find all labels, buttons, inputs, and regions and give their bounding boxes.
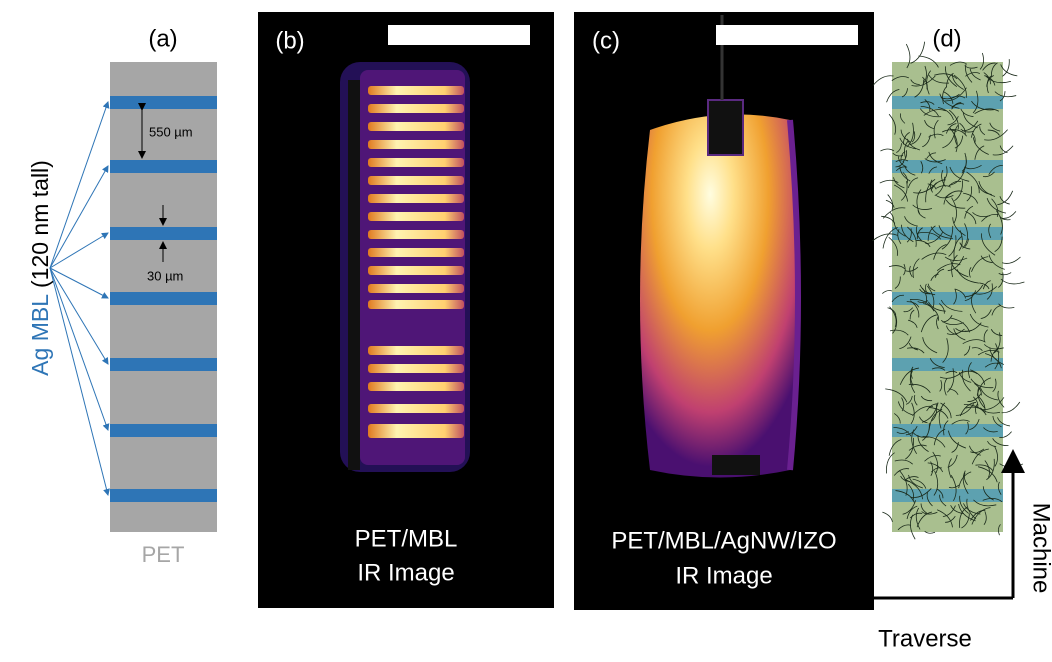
pointer bbox=[50, 268, 108, 495]
substrate-label: PET bbox=[142, 542, 185, 567]
mbl-line bbox=[110, 424, 217, 437]
nanowire bbox=[1002, 257, 1020, 263]
hot-stripe bbox=[368, 266, 464, 275]
mbl-line bbox=[110, 96, 217, 109]
hot-stripe bbox=[368, 86, 464, 95]
nanowire bbox=[882, 291, 892, 294]
mbl-line bbox=[110, 227, 217, 240]
clip bbox=[712, 455, 760, 475]
hot-stripe bbox=[368, 230, 464, 239]
material: Ag MBL bbox=[27, 294, 53, 376]
edge bbox=[348, 80, 360, 470]
panel-label: (c) bbox=[592, 27, 620, 54]
mbl-line bbox=[110, 160, 217, 173]
pointer bbox=[50, 102, 108, 268]
pointer bbox=[50, 166, 108, 268]
nanowire bbox=[880, 149, 894, 151]
nanowire bbox=[873, 76, 894, 86]
caption: IR Image bbox=[357, 559, 454, 586]
hot-stripe bbox=[368, 300, 464, 309]
hot-stripe bbox=[368, 140, 464, 149]
hot-stripe bbox=[368, 176, 464, 185]
mbl-line bbox=[892, 96, 1003, 109]
panel-label: (a) bbox=[148, 25, 177, 52]
pointer bbox=[50, 233, 108, 268]
caption: IR Image bbox=[675, 562, 772, 589]
hot-stripe bbox=[368, 424, 464, 438]
mbl-line bbox=[892, 292, 1003, 305]
hot-stripe bbox=[368, 248, 464, 257]
hot-stripe bbox=[368, 382, 464, 391]
caption: PET/MBL/AgNW/IZO bbox=[611, 527, 836, 554]
hot-stripe bbox=[368, 194, 464, 203]
nanowire bbox=[1002, 59, 1009, 76]
mbl-line bbox=[892, 160, 1003, 173]
axis-label: Machine bbox=[1028, 503, 1052, 594]
scale-bar bbox=[716, 25, 858, 45]
caption: PET/MBL bbox=[355, 525, 458, 552]
hot-stripe bbox=[368, 158, 464, 167]
hot-stripe bbox=[368, 404, 464, 413]
mbl-line bbox=[110, 358, 217, 371]
panel-a: (a) 550 µm 30 µm PET Ag MBL (120 nm tall) bbox=[27, 25, 217, 566]
side-label: Ag MBL (120 nm tall) bbox=[27, 160, 53, 376]
mbl-line bbox=[110, 292, 217, 305]
panel-label: (b) bbox=[275, 27, 304, 54]
figure: (a) 550 µm 30 µm PET Ag MBL (120 nm tall)… bbox=[0, 0, 1052, 657]
axis-label: Traverse bbox=[878, 625, 972, 652]
clip bbox=[708, 100, 743, 155]
spacing-label: 550 µm bbox=[149, 124, 193, 139]
nanowire bbox=[911, 42, 925, 64]
hot-stripe bbox=[368, 104, 464, 113]
nanowire bbox=[1001, 279, 1024, 284]
hot-stripe bbox=[368, 122, 464, 131]
mbl-line bbox=[110, 489, 217, 502]
nanowire bbox=[1000, 464, 1023, 467]
panel-c: (c) PET/MBL/AgNW/IZO IR Image bbox=[574, 12, 874, 610]
width-label: 30 µm bbox=[147, 268, 183, 283]
hot-stripe bbox=[368, 364, 464, 373]
panel-b: (b) PET/MBL IR Image bbox=[258, 12, 554, 608]
hot-stripe bbox=[368, 284, 464, 293]
nanowire bbox=[882, 512, 892, 522]
hot-stripe bbox=[368, 346, 464, 355]
nanowire bbox=[1002, 402, 1020, 413]
hot-stripe bbox=[368, 212, 464, 221]
sample bbox=[640, 114, 796, 477]
panel-label: (d) bbox=[932, 25, 961, 52]
mbl-line bbox=[892, 358, 1003, 371]
scale-bar bbox=[388, 25, 530, 45]
detail: (120 nm tall) bbox=[27, 160, 53, 288]
